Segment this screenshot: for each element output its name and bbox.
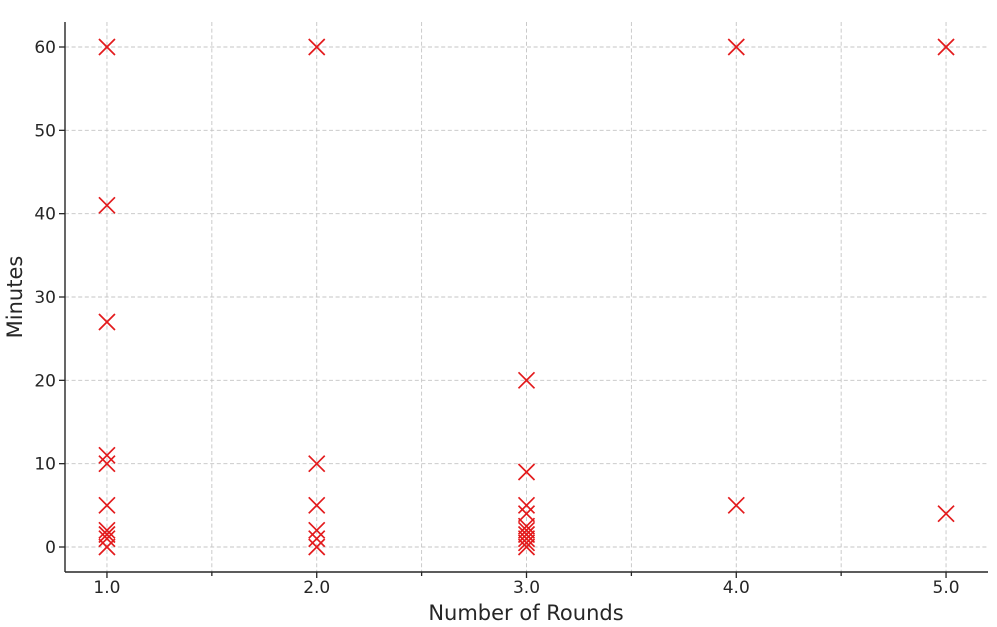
data-point (308, 530, 326, 548)
data-point (98, 530, 116, 548)
data-point (98, 446, 116, 464)
data-point (517, 538, 536, 556)
y-tick-label: 20 (34, 371, 56, 391)
data-point (517, 521, 536, 539)
data-point (308, 538, 326, 556)
data-point (727, 496, 745, 514)
x-tick-label: 4.0 (723, 578, 750, 598)
data-point (308, 455, 326, 473)
data-point (98, 196, 116, 214)
x-tick-label: 5.0 (933, 578, 960, 598)
y-tick-label: 30 (34, 288, 56, 308)
y-tick-label: 0 (45, 538, 56, 558)
data-point (98, 455, 116, 473)
grid-lines (65, 22, 988, 572)
data-point (517, 525, 536, 544)
data-point (98, 313, 116, 331)
y-tick-label: 40 (34, 205, 56, 225)
data-point (517, 505, 536, 523)
y-tick-label: 50 (34, 121, 56, 141)
tick-marks-and-labels: 1.0 2.0 3.0 4.0 5.0 0 10 20 30 40 50 60 (34, 38, 959, 598)
x-tick-label: 2.0 (303, 578, 330, 598)
data-point (517, 371, 536, 389)
data-point (517, 463, 536, 481)
data-point (308, 38, 326, 56)
data-point (517, 530, 536, 548)
y-axis-title: Minutes (3, 256, 27, 339)
data-point (308, 521, 326, 539)
data-point (517, 496, 536, 514)
data-point (727, 38, 745, 56)
y-tick-label: 60 (34, 38, 56, 58)
x-tick-label: 1.0 (93, 578, 120, 598)
data-point (517, 534, 536, 552)
data-point (308, 496, 326, 514)
data-point (517, 517, 536, 535)
data-point (98, 496, 116, 514)
data-points (98, 38, 955, 556)
data-point (98, 525, 116, 544)
x-axis-title: Number of Rounds (428, 601, 623, 625)
data-point (937, 505, 955, 523)
data-point (98, 538, 116, 556)
y-tick-label: 10 (34, 455, 56, 475)
data-point (937, 38, 955, 56)
data-point (98, 38, 116, 56)
data-point (98, 521, 116, 539)
x-tick-label: 3.0 (513, 578, 540, 598)
